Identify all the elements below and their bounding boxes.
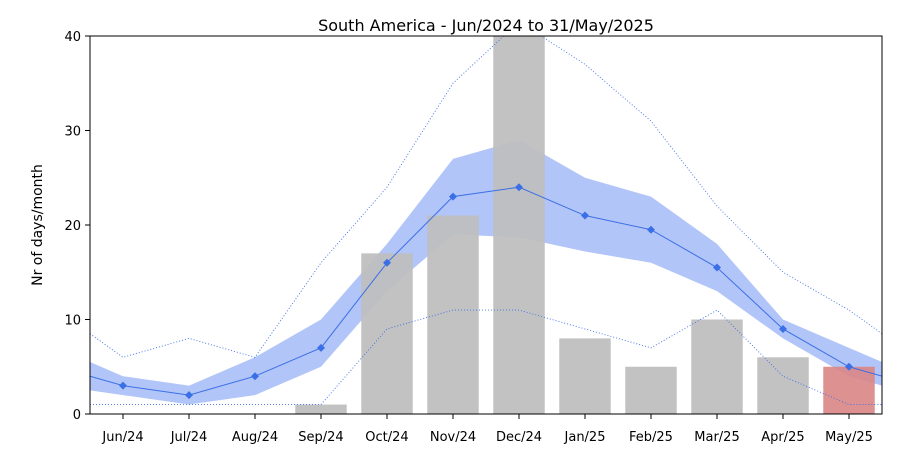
x-tick-label: Jun/24: [101, 430, 143, 445]
y-tick-label: 40: [64, 30, 81, 45]
mean-point-Sep/24: [317, 343, 325, 352]
mean-point-Aug/24: [251, 372, 259, 381]
mean-point-Feb/25: [647, 225, 655, 234]
x-tick-label: Mar/25: [694, 430, 739, 445]
bar-Apr/25: [757, 357, 809, 414]
x-tick-label: Apr/25: [761, 430, 804, 445]
bar-Mar/25: [691, 319, 743, 414]
bar-Dec/24: [493, 36, 545, 414]
x-tick-label: May/25: [825, 430, 873, 445]
y-tick-label: 10: [64, 314, 81, 329]
chart-title: South America - Jun/2024 to 31/May/2025: [318, 16, 654, 35]
mean-point-Oct/24: [383, 258, 391, 267]
y-tick-label: 20: [64, 219, 81, 234]
bar-Nov/24: [427, 215, 479, 414]
x-tick-label: Dec/24: [496, 430, 542, 445]
bar-Sep/24: [295, 404, 347, 414]
x-tick-label: Aug/24: [232, 430, 278, 445]
y-tick-label: 0: [73, 408, 81, 423]
mean-point-Jun/24: [119, 381, 127, 390]
mean-point-Apr/25: [779, 324, 787, 333]
max-line: [90, 36, 882, 358]
mean-point-May/25: [845, 362, 853, 371]
x-tick-label: Feb/25: [629, 430, 673, 445]
x-tick-label: Jul/24: [170, 430, 208, 445]
y-tick-label: 30: [64, 125, 81, 140]
mean-point-Mar/25: [713, 263, 721, 272]
y-axis-label: Nr of days/month: [30, 164, 46, 286]
mean-point-Nov/24: [449, 192, 457, 201]
bar-Feb/25: [625, 366, 677, 414]
bar-May/25: [823, 366, 875, 414]
bar-Jan/25: [559, 338, 611, 414]
x-tick-label: Sep/24: [298, 430, 343, 445]
x-tick-label: Oct/24: [365, 430, 408, 445]
band-area: [90, 139, 882, 405]
mean-point-Dec/24: [515, 183, 523, 192]
mean-point-Jul/24: [185, 391, 193, 400]
bar-Oct/24: [361, 253, 413, 414]
mean-point-Jan/25: [581, 211, 589, 220]
mean-line: [90, 186, 882, 396]
x-tick-label: Nov/24: [430, 430, 476, 445]
x-tick-label: Jan/25: [564, 430, 606, 445]
